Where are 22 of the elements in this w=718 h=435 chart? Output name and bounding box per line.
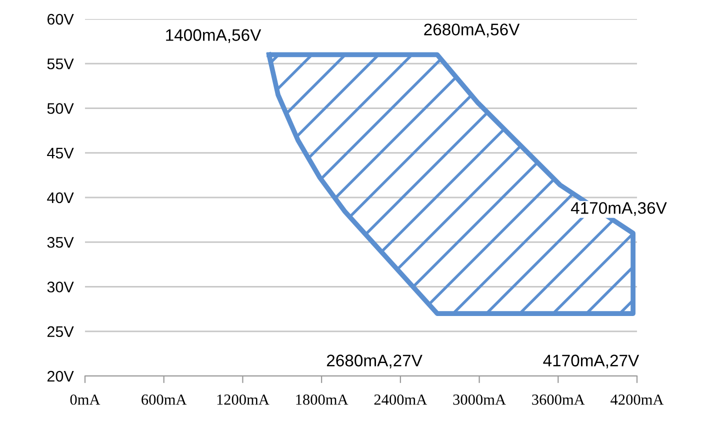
annotation: 4170mA,36V: [570, 202, 667, 216]
y-tick-label: 30V: [47, 282, 74, 292]
x-tick-label: 4200mA: [610, 394, 664, 405]
annotation: 1400mA,56V: [166, 29, 262, 43]
annotation: 2680mA,56V: [424, 24, 520, 38]
x-tick-label: 1200mA: [217, 394, 270, 405]
y-tick-label: 45V: [47, 148, 74, 159]
y-tick-label: 40V: [47, 192, 74, 204]
annotation: 2680mA,27V: [326, 354, 422, 368]
y-tick-label: 50V: [47, 103, 74, 114]
y-tick-label: 55V: [47, 58, 74, 70]
y-tick-label: 60V: [47, 14, 74, 25]
y-tick-label: 20V: [47, 370, 74, 382]
x-tick-label: 0mA: [70, 394, 100, 405]
x-tick-label: 1800mA: [296, 394, 348, 405]
x-tick-label: 600mA: [142, 394, 187, 405]
y-tick-label: 25V: [47, 326, 74, 338]
y-tick-label: 35V: [47, 236, 74, 248]
annotation: 4170mA,27V: [543, 354, 640, 368]
x-tick-label: 3600mA: [532, 394, 585, 405]
x-tick-label: 2400mA: [374, 394, 428, 405]
x-tick-label: 3000mA: [453, 394, 506, 405]
